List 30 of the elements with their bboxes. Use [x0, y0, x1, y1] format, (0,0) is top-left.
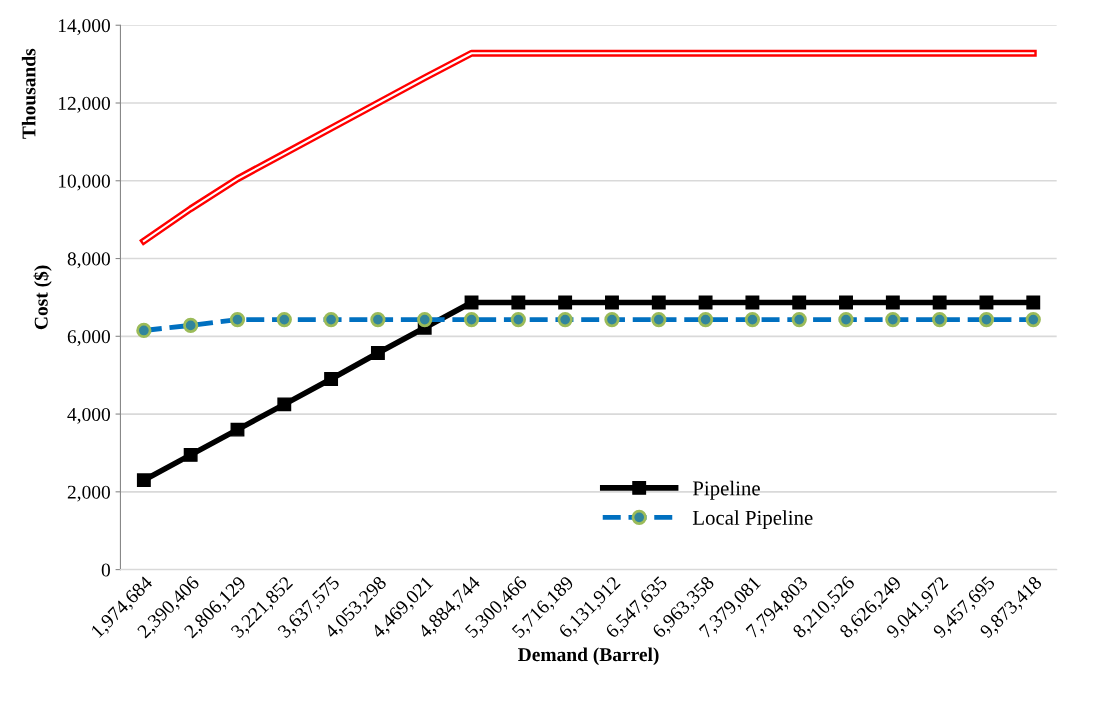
y-axis-title: Cost ($): [33, 265, 52, 330]
point: [558, 295, 573, 310]
point: [698, 295, 713, 310]
point: [885, 295, 900, 310]
x-axis-title: Demand (Barrel): [518, 647, 659, 666]
point: [183, 447, 198, 462]
point: [839, 295, 853, 310]
point: [136, 473, 151, 488]
y-tick-label: 8,000: [67, 252, 110, 269]
point: [230, 422, 245, 437]
y-tick-label: 14,000: [58, 19, 110, 35]
y-tick-label: 0: [101, 563, 110, 577]
y-tick-label: 12,000: [58, 96, 110, 113]
point: [745, 295, 760, 310]
y-tick-label: 2,000: [67, 485, 110, 502]
point: [605, 295, 619, 310]
legend-label: Local Pipeline: [692, 510, 813, 530]
point: [324, 372, 339, 387]
point: [932, 295, 947, 310]
point: [370, 346, 385, 360]
point: [277, 397, 292, 412]
y-tick-label: 10,000: [58, 174, 110, 191]
point: [1026, 295, 1041, 310]
point: [651, 295, 666, 310]
point: [792, 295, 807, 310]
legend-label: Pipeline: [692, 480, 760, 500]
y-tick-label: 4,000: [67, 407, 110, 424]
y-tick-label: 6,000: [67, 330, 110, 347]
text: Thousands: [21, 48, 36, 139]
point: [511, 295, 526, 310]
